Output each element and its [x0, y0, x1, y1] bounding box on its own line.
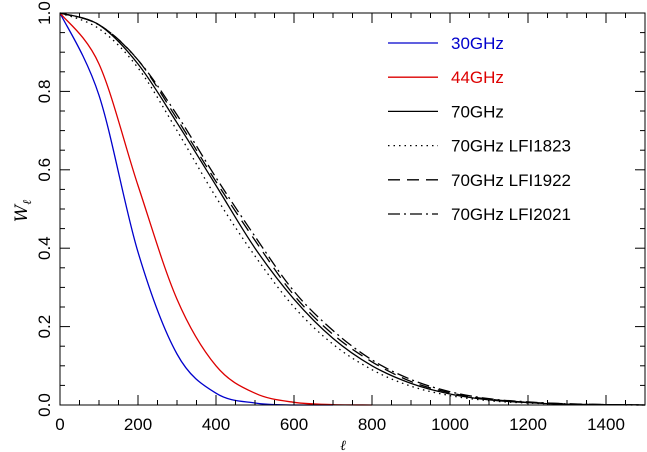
y-axis-label-subscript: ℓ — [20, 200, 34, 205]
x-tick-label: 1400 — [587, 415, 625, 434]
x-tick-label: 400 — [202, 415, 230, 434]
x-tick-labels: 0 200 400 600 800 1000 1200 1400 — [55, 415, 625, 434]
y-tick-label: 0.2 — [35, 315, 54, 339]
y-tick-label: 0.6 — [35, 158, 54, 182]
series-line-70ghz-lfi1922 — [59, 12, 646, 406]
series-line-44ghz — [59, 12, 373, 406]
x-tick-label: 800 — [358, 415, 386, 434]
legend-label-70ghz-lfi2021: 70GHz LFI2021 — [451, 205, 571, 224]
series-line-70ghz-lfi1823 — [59, 12, 646, 406]
x-axis-label: ℓ — [340, 438, 346, 452]
y-tick-label: 0.4 — [35, 236, 54, 260]
legend-label-70ghz-lfi1922: 70GHz LFI1922 — [451, 171, 571, 190]
series-line-70ghz-lfi2021 — [59, 12, 646, 406]
y-tick-label: 0.0 — [35, 393, 54, 417]
y-tick-label: 0.8 — [35, 80, 54, 104]
x-tick-label: 1000 — [431, 415, 469, 434]
x-tick-label: 0 — [55, 415, 64, 434]
y-axis-label: Wℓ — [12, 200, 34, 222]
legend-label-44ghz: 44GHz — [451, 68, 504, 87]
legend-label-70ghz: 70GHz — [451, 102, 504, 121]
axis-ticks — [59, 12, 646, 406]
y-axis-label-main: W — [12, 203, 32, 222]
x-tick-label: 200 — [124, 415, 152, 434]
y-tick-labels: 0.0 0.2 0.4 0.6 0.8 1.0 — [35, 1, 54, 417]
legend-label-70ghz-lfi1823: 70GHz LFI1823 — [451, 137, 571, 156]
x-tick-label: 1200 — [509, 415, 547, 434]
series-line-30ghz — [59, 12, 333, 406]
y-tick-label: 1.0 — [35, 1, 54, 25]
legend-label-30ghz: 30GHz — [451, 34, 504, 53]
legend: 30GHz 44GHz 70GHz 70GHz LFI1823 70GHz LFI192… — [388, 34, 571, 224]
x-tick-label: 600 — [280, 415, 308, 434]
